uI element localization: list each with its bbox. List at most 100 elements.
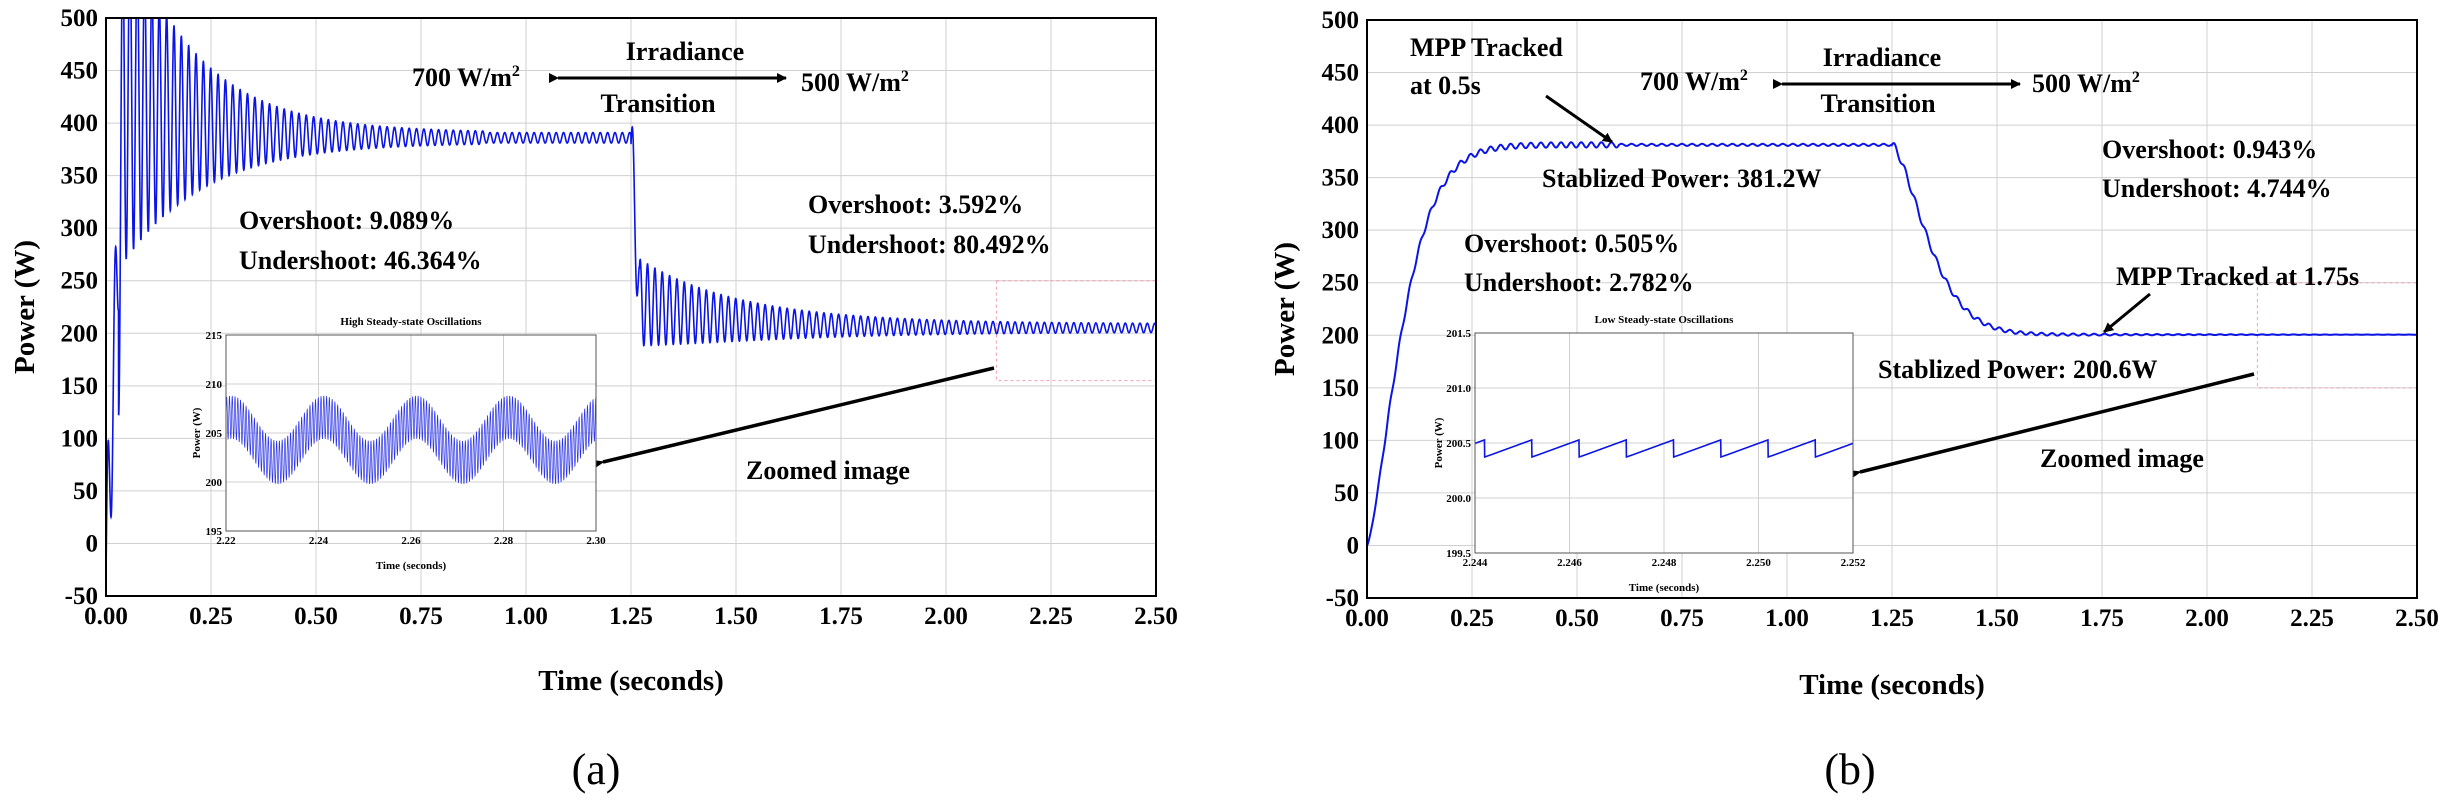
inset-title-a: High Steady-state Oscillations — [340, 316, 482, 328]
x-axis-label-b: Time (seconds) — [1799, 669, 1985, 701]
inset-frame-a — [225, 334, 597, 532]
panel-b: 0.00 0.25 0.50 0.75 1.00 1.25 1.50 1.75 2.00 2.25… — [1269, 7, 2439, 794]
x-tick-label: 2.50 — [2395, 605, 2439, 632]
zoom-region-a — [995, 280, 1157, 382]
y-tick-label: 300 — [61, 215, 99, 242]
y-tick-label: 150 — [61, 373, 99, 400]
x-tick-label: 1.75 — [2080, 605, 2124, 632]
zoomed-label-a: Zoomed image — [746, 456, 910, 485]
x-tick-label: 0.25 — [189, 603, 233, 630]
y-tick-label: 50 — [73, 478, 98, 505]
overshoot-2-b: Overshoot: 0.943% — [2102, 135, 2317, 164]
undershoot-2-a: Undershoot: 80.492% — [808, 230, 1051, 259]
series-line-b — [1367, 141, 2417, 547]
x-tick-label: 1.50 — [714, 603, 758, 630]
y-tick-label: 100 — [1322, 427, 1360, 454]
x-tick-label: 2.244 — [1463, 557, 1488, 569]
x-tick-label: 1.50 — [1975, 605, 2019, 632]
y-tick-label: 200 — [206, 477, 223, 489]
x-tick-label: 2.28 — [494, 535, 514, 547]
y-tick-labels-a: -50 0 50 100 150 200 250 300 350 400 450 500 — [61, 5, 99, 610]
y-tick-label: 199.5 — [1446, 548, 1471, 560]
x-tick-label: 2.22 — [216, 535, 236, 547]
undershoot-1-b: Undershoot: 2.782% — [1464, 268, 1694, 297]
y-tick-label: 300 — [1322, 217, 1360, 244]
y-tick-label: 200.5 — [1446, 438, 1471, 450]
inset-series-line-b — [1475, 438, 1853, 459]
panel-label-b: (b) — [1824, 745, 1875, 794]
panel-a: 0.00 0.25 0.50 0.75 1.00 1.25 1.50 1.75 2.00 2.25… — [9, 5, 1178, 794]
y-tick-label: 500 — [1322, 7, 1360, 34]
inset-a: 2.22 2.24 2.26 2.28 2.30 195 200 205 210 215 Hig… — [191, 316, 606, 572]
y-tick-label: 350 — [1322, 165, 1360, 192]
x-tick-label: 2.30 — [586, 535, 606, 547]
y-tick-label: 200.0 — [1446, 493, 1471, 505]
x-tick-label: 2.250 — [1746, 557, 1771, 569]
x-tick-label: 1.00 — [504, 603, 548, 630]
y-tick-label: 0 — [86, 530, 99, 557]
plot-frame-a — [105, 17, 1157, 597]
irr-mid-top-b: Irradiance — [1823, 43, 1941, 72]
x-tick-label: 2.00 — [924, 603, 968, 630]
zoom-arrow-b — [1838, 372, 2255, 485]
y-tick-label: 450 — [61, 58, 99, 85]
x-tick-label: 0.75 — [1660, 605, 1704, 632]
y-tick-label: 250 — [1322, 270, 1360, 297]
mpp2-b: MPP Tracked at 1.75s — [2116, 262, 2359, 291]
x-tick-label: 0.00 — [1345, 605, 1389, 632]
mpp2-arrow-b — [2103, 292, 2151, 334]
inset-ylabel-b: Power (W) — [1433, 417, 1445, 468]
x-tick-label: 0.00 — [84, 603, 128, 630]
panel-label-a: (a) — [572, 745, 621, 794]
inset-b: 2.244 2.246 2.248 2.250 2.252 199.5 200.0 200.… — [1433, 314, 1866, 594]
x-tick-label: 2.25 — [2290, 605, 2334, 632]
overshoot-1-b: Overshoot: 0.505% — [1464, 229, 1679, 258]
x-tick-label: 1.25 — [609, 603, 653, 630]
x-tick-label: 2.24 — [309, 535, 329, 547]
inset-y-ticks-a: 195 200 205 210 215 — [206, 330, 223, 538]
y-tick-label: -50 — [65, 583, 98, 610]
y-tick-label: 150 — [1322, 375, 1360, 402]
x-tick-label: 2.248 — [1652, 557, 1677, 569]
x-tick-label: 2.26 — [401, 535, 421, 547]
zoom-rect-a — [995, 280, 1157, 382]
y-tick-label: 210 — [206, 379, 223, 391]
x-tick-label: 2.246 — [1557, 557, 1582, 569]
y-tick-label: 201.5 — [1446, 328, 1471, 340]
overshoot-1-a: Overshoot: 9.089% — [239, 206, 454, 235]
mpp1-line2-b: at 0.5s — [1410, 71, 1481, 100]
y-tick-label: 200 — [61, 320, 99, 347]
overshoot-2-a: Overshoot: 3.592% — [808, 190, 1023, 219]
x-tick-label: 2.00 — [2185, 605, 2229, 632]
x-tick-label: 1.00 — [1765, 605, 1809, 632]
y-tick-label: 201.0 — [1446, 383, 1471, 395]
x-tick-labels-a: 0.00 0.25 0.50 0.75 1.00 1.25 1.50 1.75 2.00 2.25… — [84, 603, 1178, 630]
y-tick-label: 400 — [1322, 112, 1360, 139]
stab2-b: Stablized Power: 200.6W — [1878, 355, 2157, 384]
stab1-b: Stablized Power: 381.2W — [1542, 164, 1821, 193]
y-tick-label: 400 — [61, 110, 99, 137]
y-tick-label: 100 — [61, 425, 99, 452]
y-axis-label-b: Power (W) — [1269, 242, 1301, 376]
irr-mid-top-a: Irradiance — [626, 37, 744, 66]
x-tick-label: 2.25 — [1029, 603, 1073, 630]
x-tick-label: 2.50 — [1134, 603, 1178, 630]
mpp1-line1-b: MPP Tracked — [1410, 33, 1563, 62]
y-axis-label-a: Power (W) — [9, 240, 41, 374]
y-tick-label: 0 — [1347, 532, 1360, 559]
irr-right-label-a: 500 W/m2 — [801, 68, 909, 97]
inset-series-line-a — [226, 395, 596, 485]
zoomed-label-b: Zoomed image — [2040, 444, 2204, 473]
undershoot-2-b: Undershoot: 4.744% — [2102, 174, 2332, 203]
x-axis-label-a: Time (seconds) — [538, 665, 724, 697]
inset-x-ticks-a: 2.22 2.24 2.26 2.28 2.30 — [216, 535, 606, 547]
irr-right-label-b: 500 W/m2 — [2032, 69, 2140, 98]
zoom-arrow-a — [581, 366, 995, 475]
irr-left-label-b: 700 W/m2 — [1640, 67, 1748, 96]
y-tick-label: 350 — [61, 163, 99, 190]
irr-left-label-a: 700 W/m2 — [412, 63, 520, 92]
y-tick-label: 250 — [61, 268, 99, 295]
irr-mid-bottom-b: Transition — [1820, 89, 1936, 118]
inset-xlabel-a: Time (seconds) — [376, 560, 447, 572]
